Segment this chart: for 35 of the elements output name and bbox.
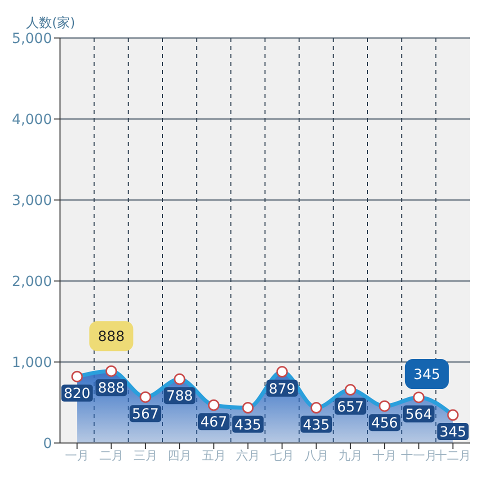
- x-tick-label: 九月: [338, 448, 362, 463]
- data-label: 435: [302, 417, 330, 434]
- value-callout: 888: [89, 321, 134, 352]
- y-tick-label: 1,000: [12, 354, 52, 371]
- x-tick-label: 八月: [304, 448, 328, 463]
- data-label: 467: [200, 414, 228, 431]
- x-tick-label: 一月: [65, 448, 90, 463]
- x-tick-label: 三月: [133, 448, 158, 463]
- data-label: 564: [405, 406, 432, 423]
- data-label: 345: [440, 424, 466, 441]
- data-label: 879: [268, 381, 296, 398]
- annotation: 345: [414, 367, 440, 384]
- y-tick-label: 0: [43, 436, 52, 452]
- data-label: 888: [98, 380, 125, 397]
- y-tick-label: 4,000: [12, 112, 52, 128]
- data-label: 435: [234, 417, 262, 434]
- data-label: 657: [337, 399, 364, 416]
- data-label: 788: [166, 388, 193, 405]
- x-tick-label: 四月: [168, 448, 192, 463]
- y-axis-title: 人数(家): [26, 15, 76, 32]
- x-tick-label: 二月: [99, 448, 124, 463]
- y-tick-label: 3,000: [12, 192, 52, 209]
- annotation: 888: [98, 329, 125, 346]
- x-tick-label: 六月: [236, 448, 260, 463]
- value-callout: 345: [404, 359, 449, 390]
- x-tick-label: 十二月: [434, 448, 471, 463]
- x-tick-label: 十一月: [400, 448, 437, 463]
- data-label: 567: [132, 406, 159, 423]
- x-tick-label: 七月: [270, 448, 294, 463]
- data-label: 820: [64, 386, 90, 402]
- y-tick-label: 5,000: [12, 30, 52, 47]
- data-label: 456: [371, 416, 398, 432]
- y-tick-label: 2,000: [12, 274, 52, 290]
- x-tick-label: 十月: [372, 448, 397, 463]
- x-tick-label: 五月: [202, 448, 226, 463]
